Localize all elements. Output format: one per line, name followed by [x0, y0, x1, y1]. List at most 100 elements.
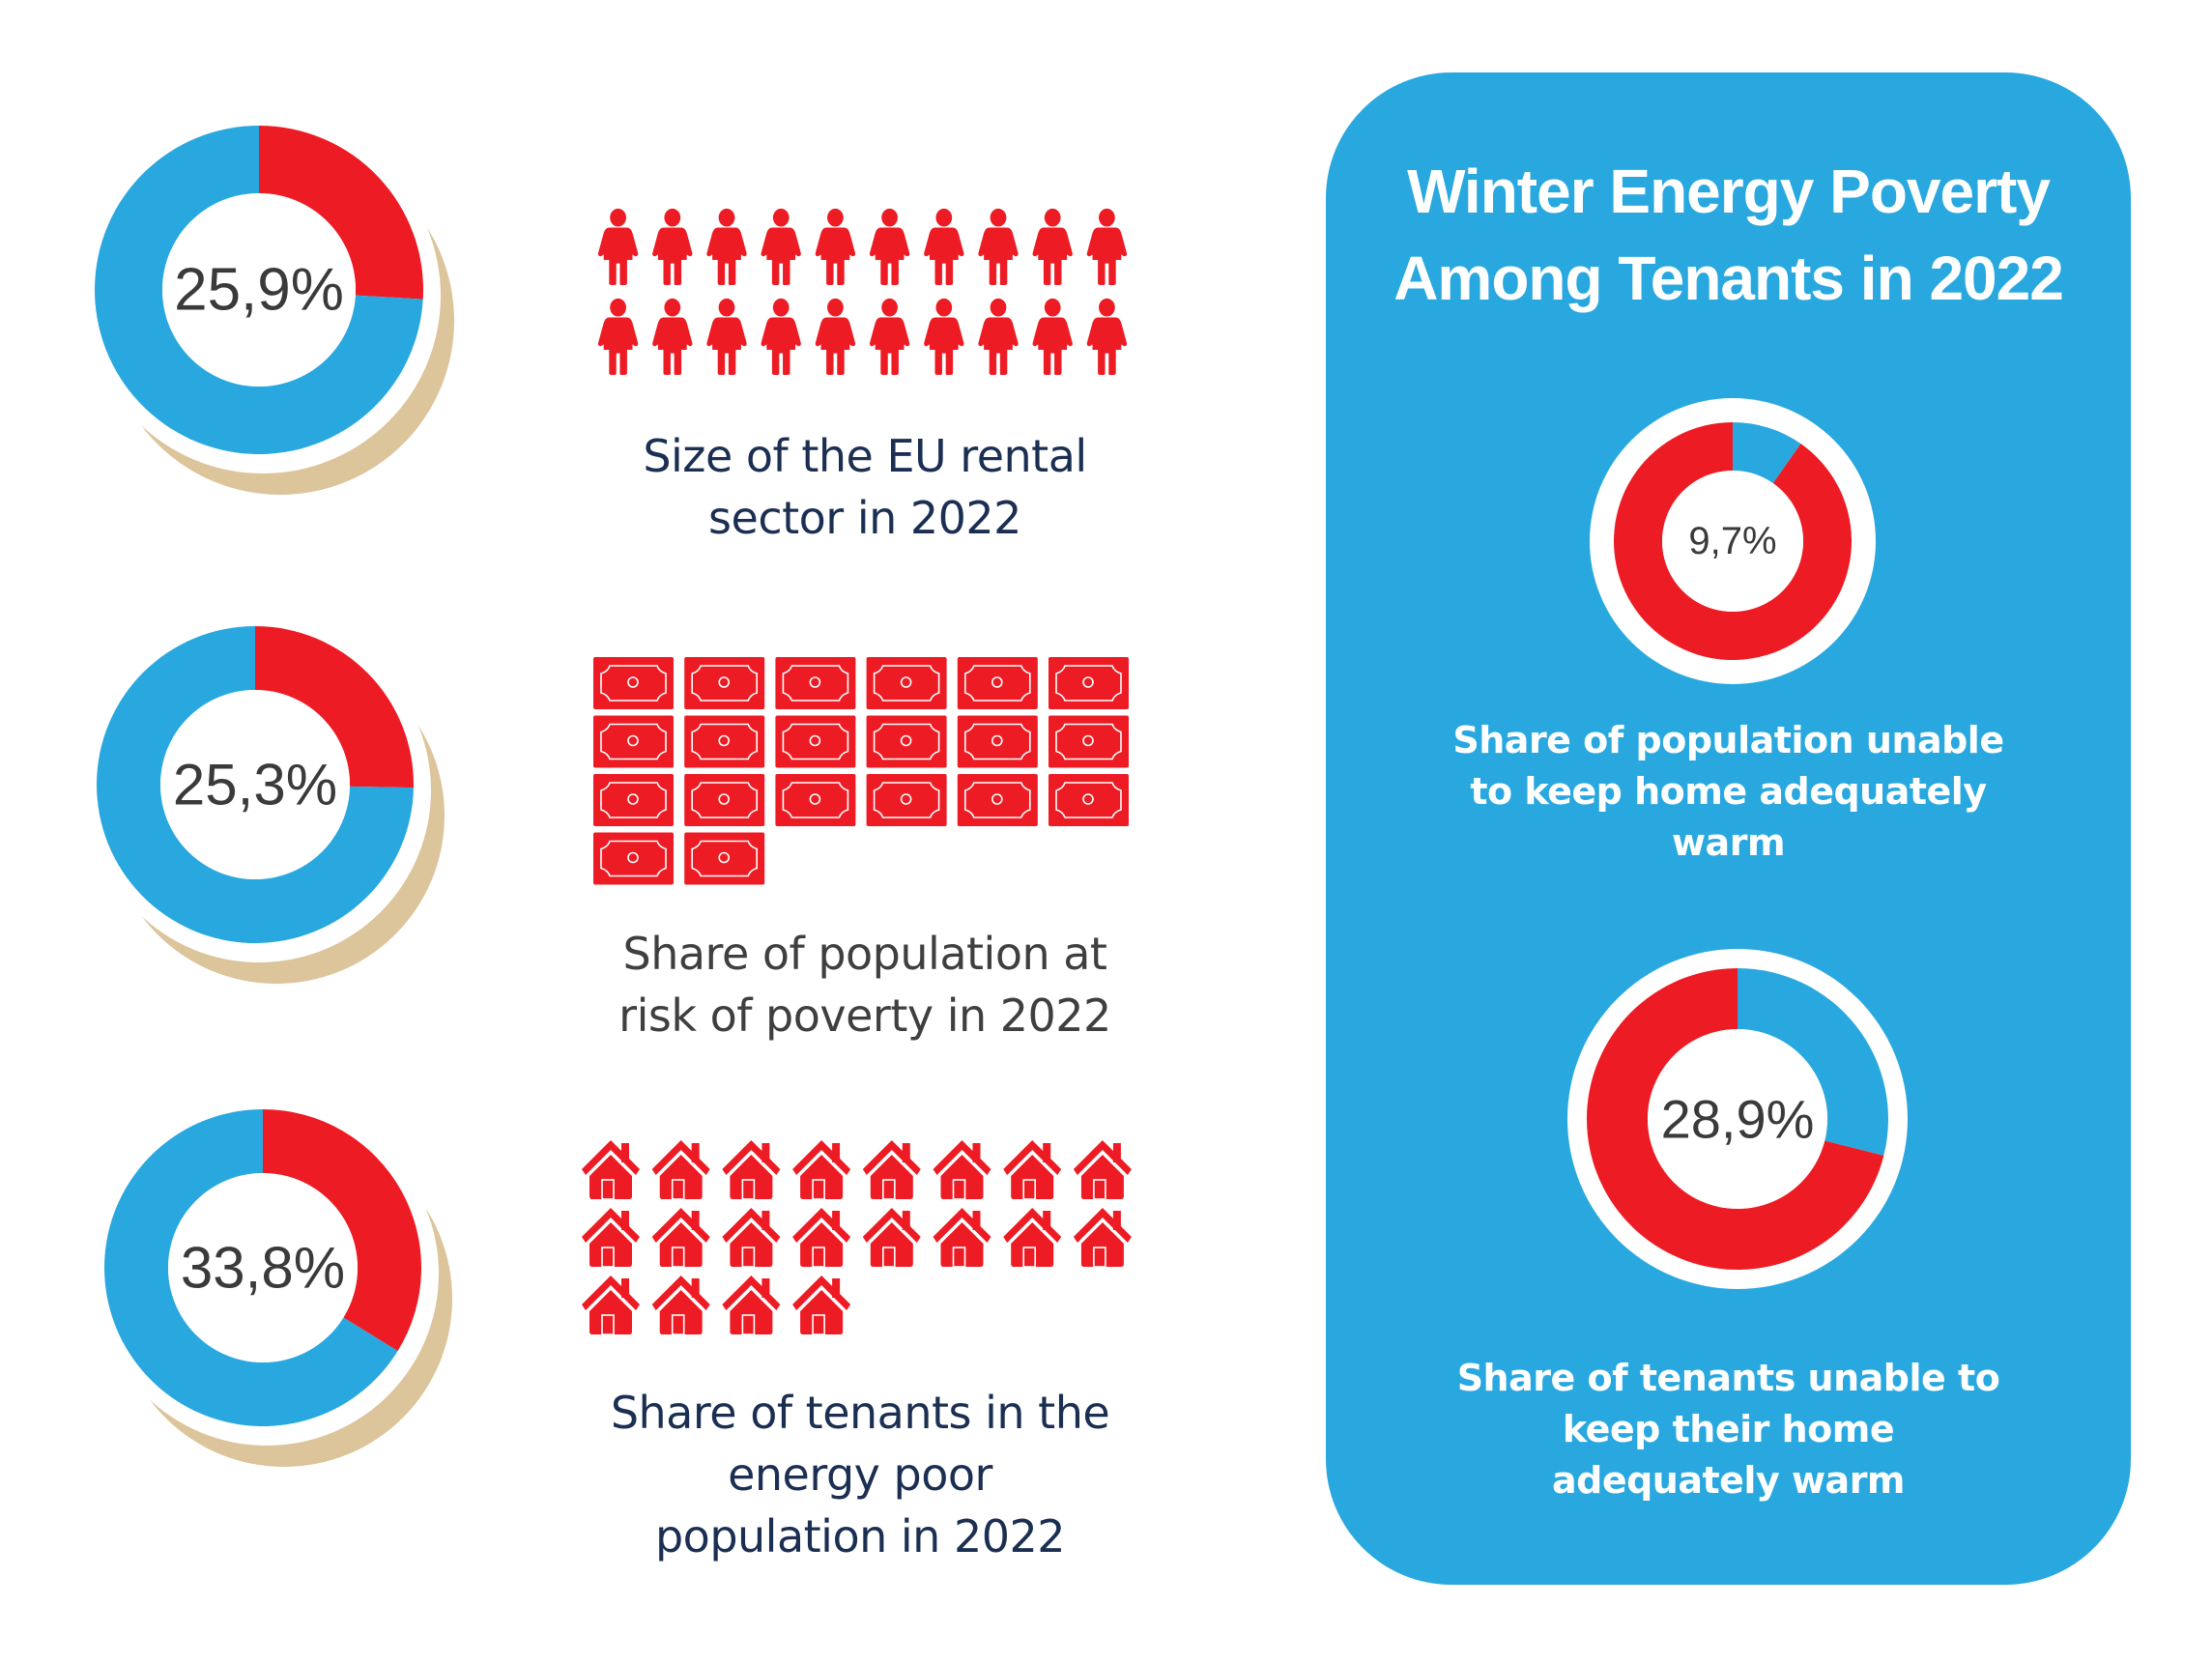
banknote-icon	[957, 774, 1038, 826]
house-icon	[792, 1276, 851, 1335]
label-line: keep their home	[1562, 1408, 1895, 1450]
house-body	[589, 1155, 632, 1199]
house-chimney	[691, 1211, 700, 1230]
banknote-coin	[809, 734, 821, 747]
person-pictogram	[597, 208, 1128, 375]
house-chimney	[832, 1211, 841, 1230]
house-door	[881, 1247, 896, 1268]
banknote-coin	[900, 676, 912, 688]
house-body	[800, 1290, 844, 1334]
banknote-border	[600, 782, 667, 818]
house-chimney	[761, 1278, 770, 1298]
house-chimney	[691, 1143, 700, 1162]
person-icon	[652, 298, 693, 375]
house-icon	[722, 1140, 781, 1200]
panel-label-population-warm: Share of population unable to keep home …	[1326, 715, 2131, 869]
person-body	[815, 227, 856, 285]
house-icon	[582, 1208, 640, 1268]
house-chimney	[902, 1211, 910, 1230]
person-head	[664, 298, 681, 317]
house-body	[1011, 1222, 1054, 1267]
person-icon	[597, 298, 639, 375]
person-head	[881, 298, 898, 317]
house-chimney	[761, 1143, 770, 1162]
donut-segment-highlight	[259, 126, 424, 300]
house-door	[671, 1247, 685, 1268]
donut-center-label: 25,9%	[174, 257, 344, 324]
label-energy-poor-tenants: Share of tenants in the energy poor popu…	[570, 1382, 1150, 1567]
banknote-body	[866, 657, 947, 709]
person-head	[772, 298, 790, 317]
banknote-icon	[957, 715, 1038, 768]
house-pictogram	[582, 1140, 1132, 1335]
label-line: Share of tenants unable to	[1456, 1357, 2000, 1399]
person-icon	[1032, 208, 1073, 285]
house-body	[730, 1222, 773, 1267]
house-chimney	[1043, 1143, 1051, 1162]
donut-segment-rest	[97, 626, 414, 943]
banknote-icon	[775, 774, 856, 826]
banknote-icon	[684, 715, 765, 768]
banknote-coin	[900, 793, 912, 805]
banknote-border	[1055, 782, 1122, 818]
banknote-coin	[718, 676, 731, 688]
banknote-coin	[991, 734, 1003, 747]
banknote-body	[684, 715, 765, 768]
banknote-icon	[593, 657, 674, 709]
house-roof	[722, 1140, 781, 1175]
house-door	[952, 1179, 966, 1200]
house-chimney	[832, 1278, 841, 1298]
person-head	[1044, 208, 1061, 227]
banknote-border	[691, 723, 759, 760]
house-door	[1093, 1179, 1106, 1200]
house-chimney	[691, 1278, 700, 1298]
banknote-coin	[627, 793, 639, 805]
person-icon	[869, 298, 910, 375]
house-icon	[722, 1276, 781, 1335]
person-icon	[652, 208, 693, 285]
house-icon	[582, 1276, 640, 1335]
banknote-border	[873, 723, 940, 760]
house-roof	[722, 1208, 781, 1243]
house-icon	[792, 1208, 851, 1268]
label-line: Share of population unable	[1452, 719, 2004, 761]
house-door	[601, 1179, 615, 1200]
person-body	[978, 227, 1019, 285]
banknote-body	[957, 774, 1038, 826]
banknote-body	[1049, 657, 1129, 709]
person-icon	[706, 208, 747, 285]
donut-hole	[168, 1173, 358, 1362]
banknote-body	[684, 774, 765, 826]
donut-segment-rest	[95, 126, 423, 454]
person-head	[718, 298, 735, 317]
house-roof	[792, 1208, 851, 1243]
house-body	[800, 1155, 844, 1199]
house-icon	[651, 1140, 710, 1200]
person-body	[869, 227, 910, 285]
banknote-body	[866, 774, 947, 826]
house-icon	[651, 1208, 710, 1268]
person-head	[1044, 298, 1061, 317]
banknote-coin	[1082, 793, 1094, 805]
person-body	[869, 317, 910, 375]
house-door	[741, 1247, 756, 1268]
banknote-coin	[809, 793, 821, 805]
banknote-border	[1055, 723, 1122, 760]
person-head	[664, 208, 681, 227]
label-line: sector in 2022	[708, 492, 1021, 544]
panel-title: Winter Energy Poverty Among Tenants in 2…	[1326, 148, 2131, 322]
house-icon	[582, 1140, 640, 1200]
person-body	[924, 227, 964, 285]
banknote-border	[691, 840, 759, 877]
banknote-border	[1055, 665, 1122, 702]
person-head	[827, 298, 844, 317]
label-line: Size of the EU rental	[643, 430, 1087, 482]
house-body	[730, 1290, 773, 1334]
banknote-icon	[593, 832, 674, 885]
banknote-coin	[718, 734, 731, 747]
house-roof	[1073, 1208, 1132, 1243]
banknote-body	[684, 832, 765, 885]
person-icon	[978, 298, 1019, 375]
banknote-icon	[866, 774, 947, 826]
